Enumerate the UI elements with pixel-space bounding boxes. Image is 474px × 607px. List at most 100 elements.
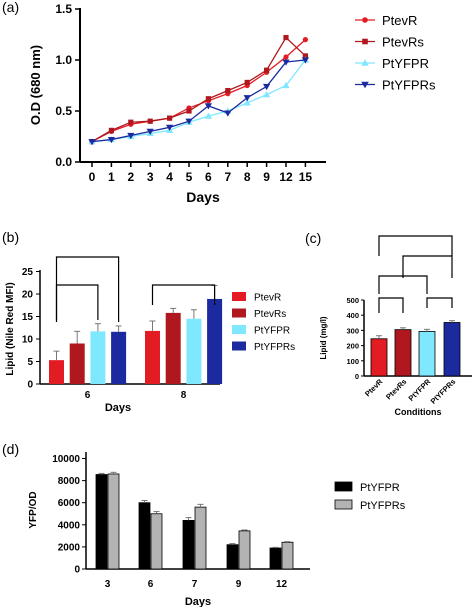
panel-a-legend: PtevR PtevRs PtYFPR PtYFPRs (355, 13, 436, 93)
data-point (166, 124, 174, 131)
data-point (167, 115, 173, 121)
legend-swatch (232, 341, 246, 351)
data-point (205, 96, 211, 102)
x-tick-label: 8 (244, 170, 251, 184)
legend-label: PtYFPRs (360, 500, 406, 512)
data-point (302, 37, 308, 43)
legend-label: PtYFPR (360, 482, 400, 494)
bar-PtevRs (394, 329, 412, 377)
data-point (147, 118, 153, 124)
significance-bracket (151, 284, 216, 305)
y-tick-label: 0 (27, 380, 33, 391)
legend-label: PtYFPRs (382, 78, 436, 93)
panel-b-y-axis-label: Lipid (Nile Red MFI) (5, 282, 16, 375)
panel-d-y-axis-label: YFP/OD (28, 491, 39, 528)
x-tick-label: 7 (192, 579, 198, 590)
x-tick-label: 9 (236, 579, 242, 590)
bar-PtYFPR (269, 547, 282, 570)
legend-marker (362, 17, 368, 23)
legend-swatch (232, 292, 246, 301)
legend-marker (361, 81, 369, 89)
bar-PtYFPR (418, 331, 436, 377)
bar-PtYFPRs (281, 541, 294, 570)
significance-bracket (426, 297, 453, 308)
significance-bracket (378, 235, 453, 256)
x-tick-label: 1 (108, 170, 115, 184)
bar-PtevRs (69, 343, 85, 384)
panel-d-letter: (d) (2, 441, 19, 457)
data-point (204, 112, 212, 119)
panel-c-y-axis-label: Lipid (mg/l) (319, 316, 328, 359)
y-tick-label: 25 (22, 267, 34, 278)
bar-PtYFPRs (194, 506, 207, 570)
series-line-PtevRs (91, 36, 306, 143)
bar-PtevR (49, 360, 64, 384)
legend-swatch (334, 499, 353, 510)
x-tick-label: 15 (299, 170, 313, 184)
bar-PtYFPR (226, 544, 239, 570)
legend-label: PtYFPR (254, 326, 290, 337)
bar-PtYFPRs (207, 298, 223, 384)
data-point (127, 132, 135, 140)
x-tick-label: 12 (276, 579, 288, 590)
legend-label: PtevR (254, 293, 281, 304)
legend-label: PtYFPR (382, 56, 429, 71)
x-tick-label: 2 (127, 170, 134, 184)
legend-marker (362, 38, 368, 45)
bar-PtYFPR (138, 502, 151, 570)
legend-label: PtevRs (254, 309, 286, 320)
panel-a-y-axis-label: O.D (680 nm) (28, 45, 43, 125)
x-tick-label: 3 (105, 579, 111, 590)
y-tick-label: 4000 (58, 520, 81, 531)
data-point (204, 103, 212, 110)
legend-label: PtevR (382, 13, 417, 28)
significance-bracket (378, 297, 404, 313)
series-line-PtYFPR (91, 59, 306, 143)
data-point (243, 95, 251, 102)
data-point (283, 34, 289, 41)
y-tick-label: 400 (346, 311, 359, 320)
y-tick-label: 2000 (58, 542, 81, 553)
significance-bracket (378, 275, 428, 294)
bar-PtYFPRs (238, 530, 251, 570)
data-point (224, 110, 232, 117)
panel-b-letter: (b) (2, 229, 19, 245)
y-tick-label: 6000 (58, 498, 81, 509)
panel-d-legend: PtYFPR PtYFPRs (334, 481, 406, 512)
panel-a-letter: (a) (2, 0, 19, 15)
panel-b-bar-chart: (b) 0 5 10 15 20 25 6 8 Days Lipid (Nile Red M… (2, 229, 295, 414)
data-point (283, 54, 289, 60)
panel-a-x-axis-label: Days (186, 189, 220, 205)
x-tick-label: 0 (89, 170, 96, 184)
y-tick-label: 100 (346, 357, 359, 366)
y-tick-label: 10000 (52, 454, 80, 465)
x-tick-label: PtevR (363, 377, 385, 399)
y-tick-label: 0.0 (55, 155, 72, 169)
significance-bracket (402, 255, 453, 278)
x-tick-label: 4 (166, 170, 173, 184)
panel-d-bar-chart: (d) 0 2000 4000 6000 8000 10000 3 6 7 9 12 Days Y… (2, 441, 406, 607)
series-line-PtYFPRs (91, 59, 306, 143)
y-tick-label: 20 (22, 290, 34, 301)
data-point (186, 108, 192, 114)
bar-PtYFPR (182, 519, 195, 570)
legend-label: PtevRs (382, 35, 424, 50)
data-point (301, 57, 309, 64)
y-tick-label: 15 (22, 312, 34, 323)
legend-swatch (334, 481, 353, 492)
y-tick-label: 500 (346, 296, 359, 305)
x-tick-label: 6 (148, 579, 154, 590)
panel-b-x-axis-label: Days (105, 402, 131, 414)
x-tick-label: 6 (205, 170, 212, 184)
legend-swatch (232, 308, 246, 318)
bar-PtYFPRs (111, 331, 127, 384)
x-tick-label: PtYFPRs (429, 377, 458, 406)
data-point (264, 67, 270, 73)
data-point (146, 128, 154, 135)
y-tick-label: 300 (346, 326, 359, 335)
bar-PtYFPR (90, 331, 106, 384)
y-tick-label: 5 (27, 357, 33, 368)
data-point (263, 91, 271, 98)
panel-c-x-axis-label: Conditions (395, 407, 442, 417)
